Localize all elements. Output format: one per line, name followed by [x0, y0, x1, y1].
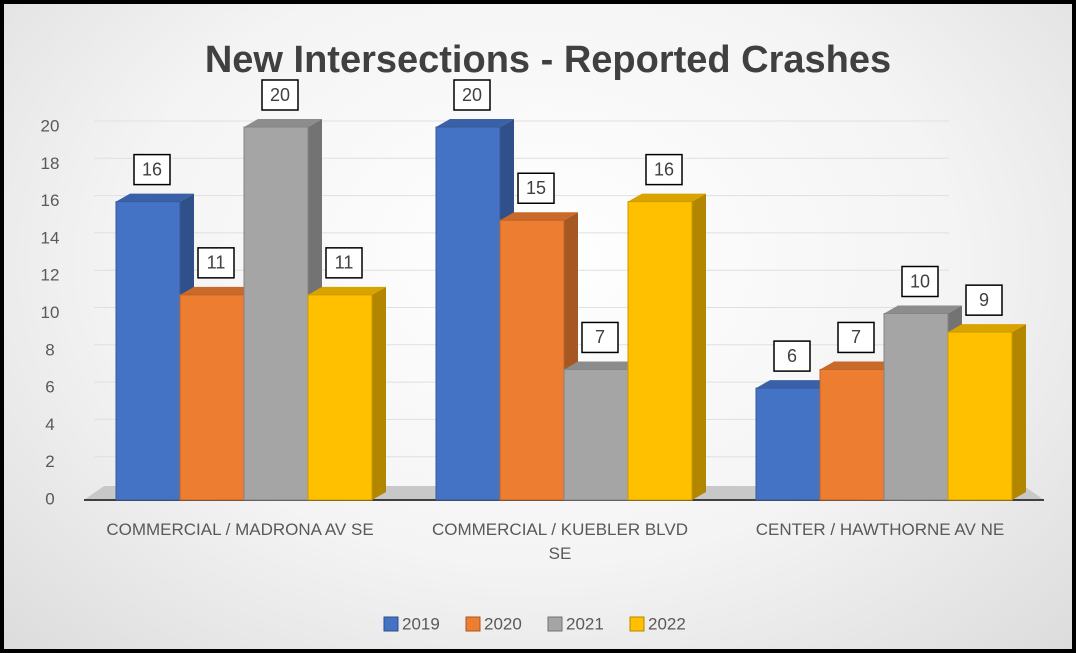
x-tick-label: COMMERCIAL / KUEBLER BLVD SE — [431, 520, 688, 563]
data-label-box — [901, 265, 939, 298]
bar-top — [500, 212, 578, 221]
bar — [947, 331, 1013, 501]
bar-side — [1012, 324, 1026, 500]
x-tick-label: COMMERCIAL / MADRONA AV SE — [106, 520, 374, 539]
y-tick-label: 18 — [41, 154, 60, 173]
bar-top — [628, 193, 706, 202]
data-label-box — [325, 247, 363, 279]
x-tick-label: CENTER / HAWTHORNE AV NE — [755, 520, 1005, 539]
y-tick-label: 8 — [45, 340, 54, 359]
data-label-box — [837, 321, 875, 354]
bar-top — [820, 361, 898, 370]
y-tick-label: 4 — [45, 415, 54, 434]
data-label: 6 — [787, 346, 797, 366]
bar-top — [948, 324, 1026, 333]
bar-top — [180, 286, 258, 295]
data-label: 7 — [851, 327, 861, 347]
bar — [435, 126, 501, 501]
data-label: 9 — [979, 290, 989, 310]
legend-label: 2019 — [402, 614, 440, 633]
legend-swatch — [629, 616, 645, 632]
y-tick-label: 20 — [41, 116, 60, 135]
bar — [883, 313, 949, 501]
bar-side — [692, 193, 706, 500]
chart-svg: New Intersections - Reported Crashes 0 2 4… — [41, 39, 1044, 633]
y-tick-label: 10 — [41, 303, 60, 322]
y-tick-label: 12 — [41, 266, 60, 285]
bar — [115, 201, 181, 501]
bar — [307, 294, 373, 501]
data-label-box — [645, 153, 683, 186]
y-tick-label: 2 — [45, 452, 54, 471]
data-label-box — [261, 79, 299, 111]
data-label: 16 — [654, 159, 674, 179]
bar-top — [436, 119, 514, 127]
legend-label: 2020 — [484, 614, 522, 633]
bar — [499, 219, 565, 501]
bar-top — [116, 193, 194, 202]
data-label-box — [133, 153, 171, 186]
bar-top — [884, 305, 962, 314]
bar — [563, 368, 629, 501]
data-label-box — [197, 247, 235, 279]
bar — [243, 126, 309, 501]
legend-label: 2021 — [566, 614, 604, 633]
bar-top — [244, 119, 322, 127]
data-label: 20 — [270, 85, 290, 105]
bar — [179, 294, 245, 501]
data-label-box — [965, 284, 1003, 316]
data-label-box — [517, 172, 555, 204]
y-tick-label: 6 — [45, 378, 54, 397]
data-label: 16 — [142, 159, 162, 179]
data-label-box — [581, 321, 619, 354]
data-label: 7 — [595, 327, 605, 347]
y-tick-label: 0 — [45, 489, 54, 508]
bar-top — [756, 380, 834, 389]
chart-title: New Intersections - Reported Crashes — [205, 39, 891, 81]
bar — [819, 368, 885, 501]
legend-label: 2022 — [648, 614, 686, 633]
data-label: 15 — [526, 178, 546, 198]
data-label-box — [773, 340, 811, 372]
bar-top — [564, 361, 642, 370]
bar-side — [372, 286, 386, 500]
bar — [627, 201, 693, 501]
data-label-box — [453, 79, 491, 111]
legend-swatch — [465, 616, 481, 632]
y-tick-label: 14 — [41, 228, 60, 247]
data-label: 10 — [910, 271, 930, 291]
data-label: 11 — [207, 253, 226, 273]
bar-top — [308, 286, 386, 295]
data-label: 20 — [462, 85, 482, 105]
data-label: 11 — [335, 253, 354, 273]
legend-swatch — [383, 616, 399, 632]
y-tick-label: 16 — [41, 191, 60, 210]
legend-swatch — [547, 616, 563, 632]
bar — [755, 387, 821, 501]
